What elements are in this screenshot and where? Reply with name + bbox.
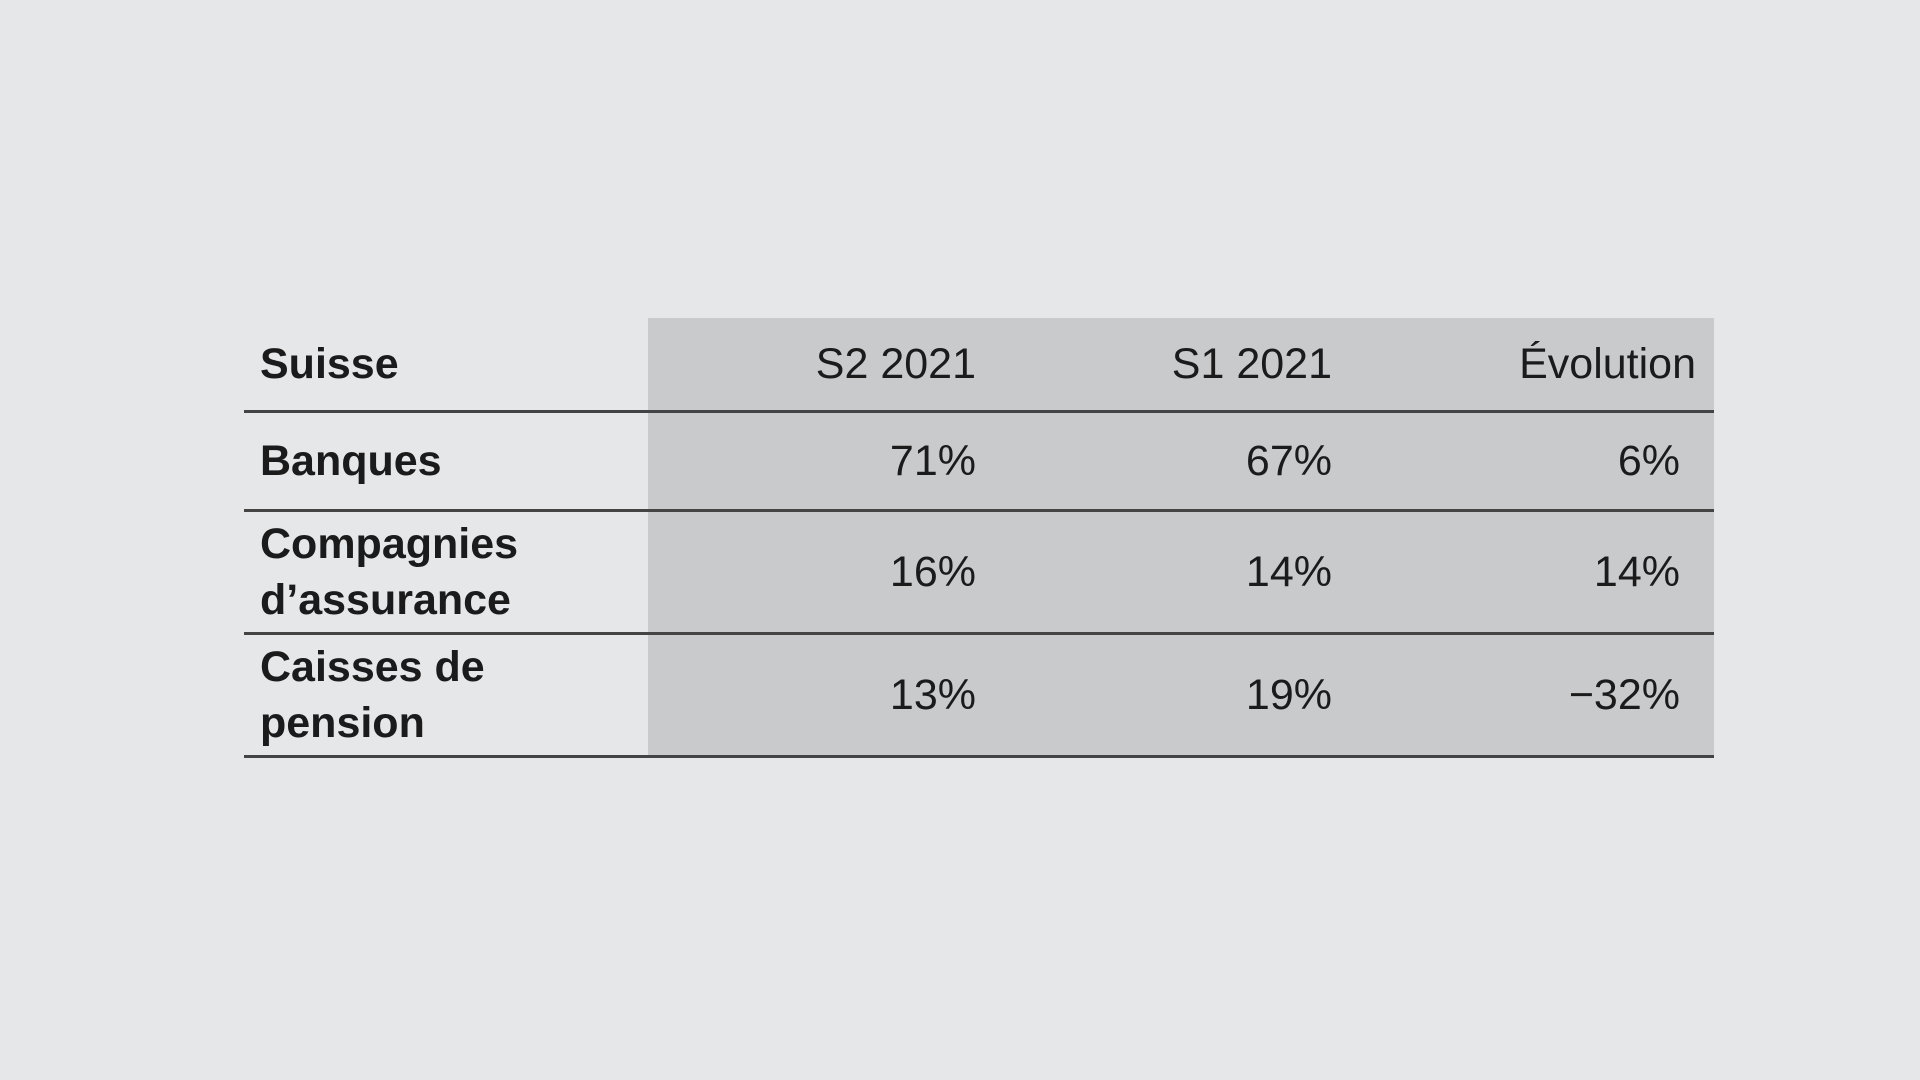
cell-s2-2021: 13%	[648, 633, 1006, 758]
table-body: Banques 71% 67% 6% Compagnies d’assuranc…	[244, 411, 1714, 758]
cell-evolution: 14%	[1362, 510, 1714, 635]
header-region: Suisse	[244, 318, 648, 413]
cell-s2-2021: 71%	[648, 411, 1006, 512]
data-table: Suisse S2 2021 S1 2021 Évolution Banques…	[244, 318, 1714, 758]
table-header: Suisse S2 2021 S1 2021 Évolution	[244, 318, 1714, 413]
cell-s2-2021: 16%	[648, 510, 1006, 635]
row-label: Caisses de pension	[244, 633, 648, 758]
header-s1-2021: S1 2021	[1006, 318, 1362, 413]
cell-evolution: −32%	[1362, 633, 1714, 758]
cell-s1-2021: 14%	[1006, 510, 1362, 635]
header-row: Suisse S2 2021 S1 2021 Évolution	[244, 318, 1714, 413]
cell-s1-2021: 19%	[1006, 633, 1362, 758]
cell-s1-2021: 67%	[1006, 411, 1362, 512]
table-row-caisses: Caisses de pension 13% 19% −32%	[244, 633, 1714, 758]
table-row-compagnies: Compagnies d’assurance 16% 14% 14%	[244, 510, 1714, 635]
row-label: Compagnies d’assurance	[244, 510, 648, 635]
row-label: Banques	[244, 411, 648, 512]
cell-evolution: 6%	[1362, 411, 1714, 512]
header-evolution: Évolution	[1362, 318, 1714, 413]
table-row-banques: Banques 71% 67% 6%	[244, 411, 1714, 512]
header-s2-2021: S2 2021	[648, 318, 1006, 413]
